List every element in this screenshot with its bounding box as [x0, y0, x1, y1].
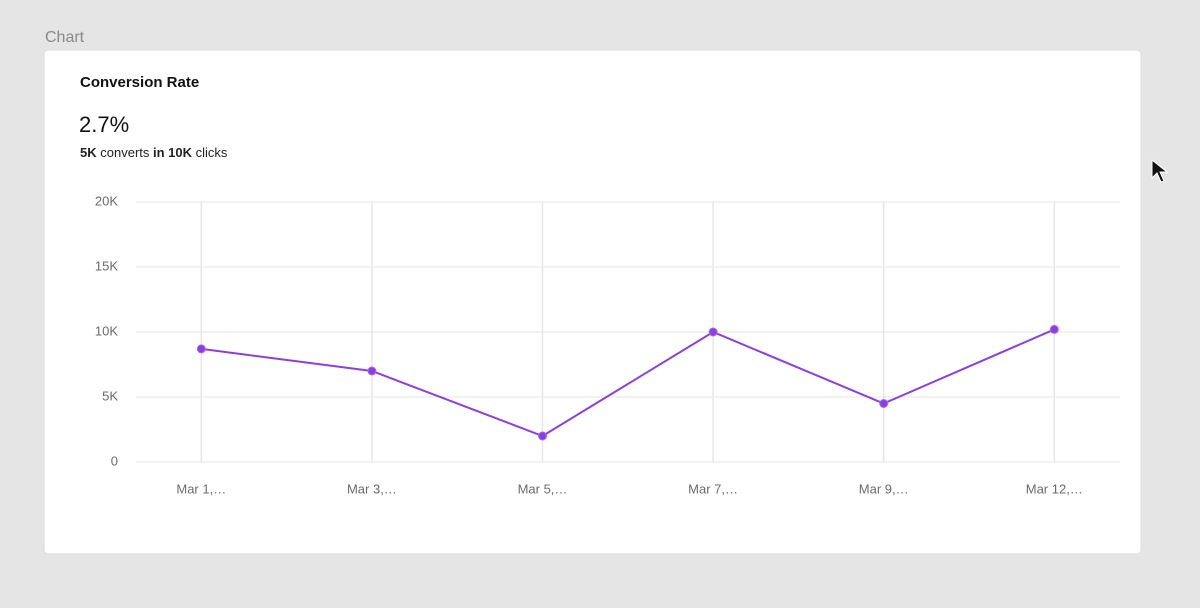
y-tick-label: 10K [95, 323, 118, 338]
x-tick-label: Mar 7,… [688, 481, 738, 496]
point [367, 366, 377, 376]
y-tick-label: 5K [102, 388, 118, 403]
summary-part: in 10K [153, 145, 193, 160]
card-title: Conversion Rate [80, 74, 199, 91]
point [1049, 324, 1059, 334]
point [538, 431, 547, 441]
y-tick-label: 20K [95, 193, 118, 208]
y-tick-label: 0 [111, 453, 118, 468]
headline: 2.7% [79, 112, 129, 137]
point [879, 399, 889, 408]
summary-part: 5K [80, 145, 97, 160]
y-tick-label: 15K [95, 258, 118, 273]
x-tick-label: Mar 12,… [1026, 481, 1083, 496]
plot: 0 5K 10K 15K 20K Mar 1,… Mar 3,… Mar 5,… Mar 7,…… [95, 193, 1120, 496]
series-line [201, 328, 1055, 438]
x-tick-label: Mar 5,… [518, 481, 568, 496]
point [708, 327, 718, 337]
summary: 5K converts in 10K clicks [80, 145, 228, 160]
x-tick-label: Mar 1,… [176, 481, 226, 496]
card [43, 49, 1142, 555]
x-tick-label: Mar 9,… [859, 481, 909, 496]
summary-part: converts [100, 145, 150, 160]
summary-part: clicks [196, 145, 228, 160]
point [196, 344, 206, 354]
x-tick-label: Mar 3,… [347, 481, 397, 496]
cursor [1151, 158, 1169, 183]
page-label: Chart [45, 29, 85, 46]
